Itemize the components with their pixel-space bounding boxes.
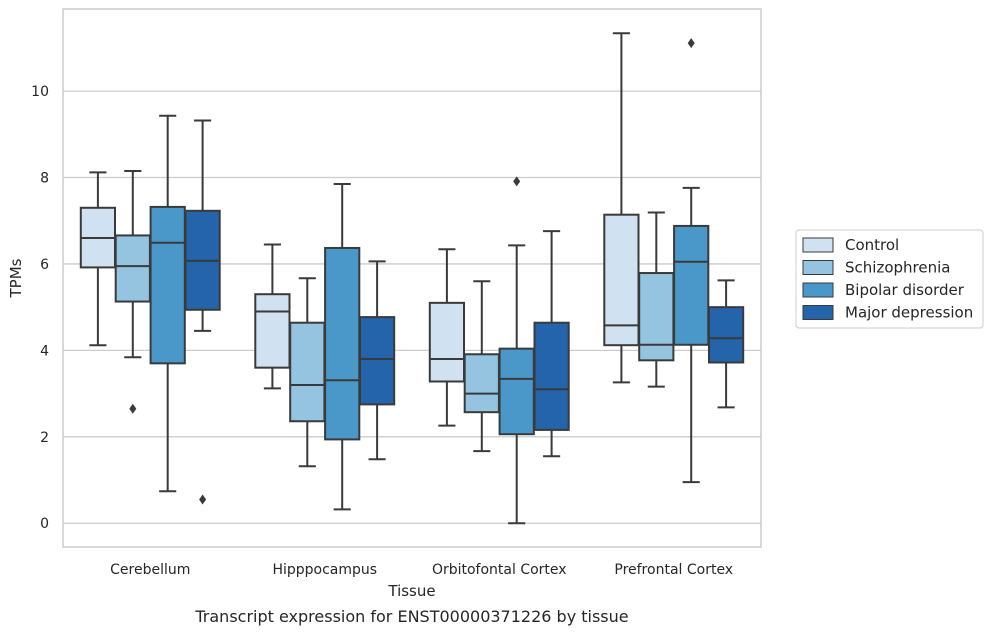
series-bipolar-disorder xyxy=(149,38,710,525)
legend-item: Control xyxy=(802,236,899,254)
legend-swatch xyxy=(802,282,834,298)
legend-swatch xyxy=(802,305,834,320)
box xyxy=(254,243,291,390)
box-iqr xyxy=(673,224,710,346)
box xyxy=(358,260,396,461)
y-tick-label: 2 xyxy=(40,430,49,446)
box-iqr xyxy=(498,347,535,436)
box xyxy=(184,119,221,505)
chart-caption: Transcript expression for ENST0000037122… xyxy=(194,607,628,626)
legend-label: Bipolar disorder xyxy=(845,281,965,299)
legend-item: Schizophrenia xyxy=(802,259,950,277)
series-schizophrenia xyxy=(114,170,675,468)
y-tick-label: 10 xyxy=(31,84,49,100)
box-iqr xyxy=(707,306,745,364)
box xyxy=(463,280,500,453)
legend-label: Control xyxy=(845,236,899,254)
plot-frame xyxy=(62,8,762,548)
plot-area xyxy=(79,32,745,525)
outlier-point xyxy=(199,494,207,505)
y-tick-label: 6 xyxy=(40,257,49,273)
box xyxy=(673,38,710,484)
legend-swatch xyxy=(802,260,834,275)
box-iqr xyxy=(114,234,151,303)
box-iqr xyxy=(603,213,640,347)
x-tick-label: Prefrontal Cortex xyxy=(614,562,733,578)
outlier-point xyxy=(513,176,521,187)
box xyxy=(498,176,535,525)
y-axis-label: TPMs xyxy=(7,258,25,298)
legend-item: Major depression xyxy=(802,304,973,322)
x-tick-label: Orbitofontal Cortex xyxy=(432,562,567,578)
box-iqr xyxy=(289,321,326,423)
y-axis-ticks: 0 2 4 6 8 10 xyxy=(31,84,49,532)
legend-label: Major depression xyxy=(845,304,973,322)
legend-swatch xyxy=(802,237,834,253)
box xyxy=(707,279,745,409)
box xyxy=(428,248,466,427)
box xyxy=(114,170,151,414)
legend-frame xyxy=(795,229,984,329)
y-tick-label: 8 xyxy=(40,171,49,187)
box-iqr xyxy=(638,272,675,362)
x-tick-label: Cerebellum xyxy=(110,562,190,578)
box xyxy=(533,230,570,458)
box-iqr xyxy=(428,301,466,383)
x-axis-label: Tissue xyxy=(387,582,435,600)
series-major-depression xyxy=(184,119,745,505)
box xyxy=(603,32,640,384)
outlier-point xyxy=(129,403,137,414)
box-iqr xyxy=(149,205,186,365)
legend: Control Schizophrenia Bipolar disorder Majo… xyxy=(795,229,984,329)
y-tick-label: 0 xyxy=(40,516,49,532)
legend-label: Schizophrenia xyxy=(845,259,950,277)
box xyxy=(638,211,675,388)
x-axis-ticks: Cerebellum Hipppocampus Orbitofontal Corte… xyxy=(110,562,733,578)
box xyxy=(79,171,117,347)
box-iqr xyxy=(254,293,291,369)
box xyxy=(149,114,186,493)
box-iqr xyxy=(463,353,500,414)
box-iqr xyxy=(324,246,361,441)
y-tick-label: 4 xyxy=(40,343,49,359)
x-tick-label: Hipppocampus xyxy=(272,562,377,578)
legend-item: Bipolar disorder xyxy=(802,281,965,299)
box-iqr xyxy=(533,321,570,431)
outlier-point xyxy=(687,38,695,49)
box xyxy=(324,183,361,511)
box xyxy=(289,277,326,468)
box-iqr xyxy=(358,316,396,406)
